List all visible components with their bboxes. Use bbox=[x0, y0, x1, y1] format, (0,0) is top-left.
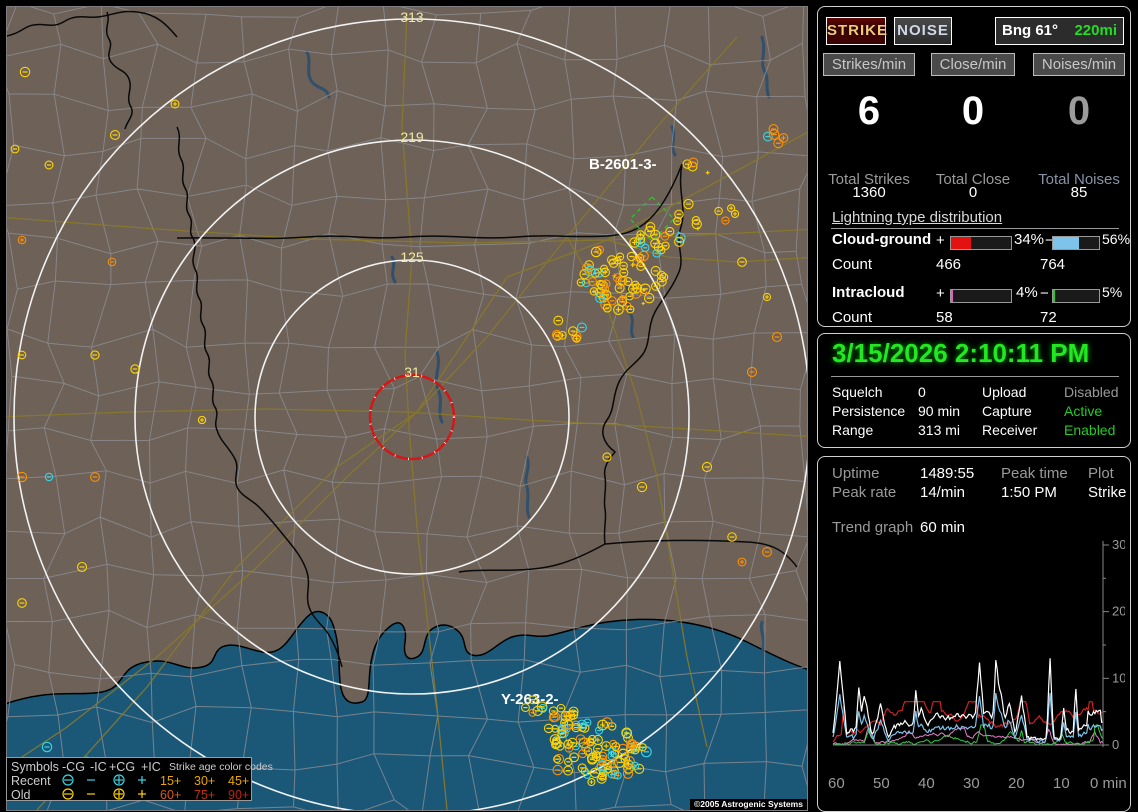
svg-text:30: 30 bbox=[1112, 537, 1125, 552]
svg-text:©2005 Astrogenic Systems: ©2005 Astrogenic Systems bbox=[694, 799, 803, 809]
svg-text:313: 313 bbox=[400, 9, 424, 25]
svg-text:20: 20 bbox=[1112, 604, 1125, 619]
svg-text:10: 10 bbox=[1112, 670, 1125, 685]
svg-text:219: 219 bbox=[400, 129, 424, 145]
svg-text:Y-263-2-: Y-263-2- bbox=[501, 691, 559, 708]
svg-text:B-2601-3-: B-2601-3- bbox=[589, 156, 657, 173]
svg-text:125: 125 bbox=[400, 249, 424, 265]
svg-text:31: 31 bbox=[404, 364, 420, 380]
svg-text:0: 0 bbox=[1112, 737, 1119, 752]
